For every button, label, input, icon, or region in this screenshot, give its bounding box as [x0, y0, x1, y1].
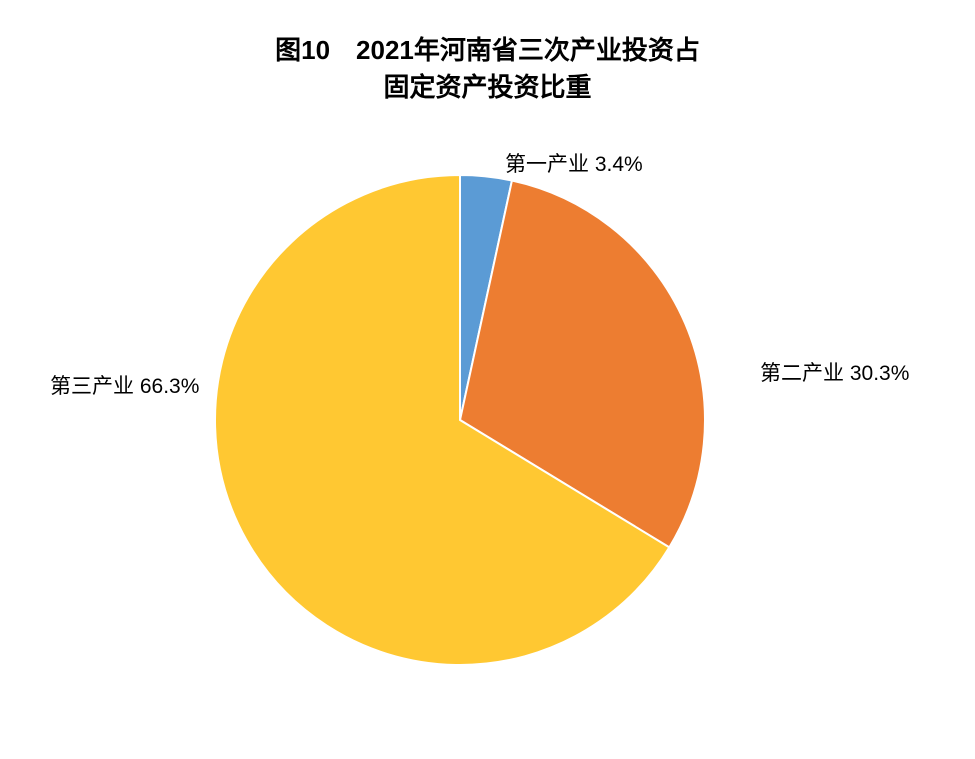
chart-title-line1: 图10 2021年河南省三次产业投资占 — [275, 30, 700, 67]
slice-label-secondary-industry: 第二产业 30.3% — [760, 357, 909, 387]
pie-chart-svg — [215, 175, 705, 665]
slice-label-primary-industry: 第一产业 3.4% — [505, 148, 643, 178]
chart-title-line2: 固定资产投资比重 — [275, 67, 700, 104]
slice-label-tertiary-industry: 第三产业 66.3% — [50, 370, 199, 400]
chart-title: 图10 2021年河南省三次产业投资占 固定资产投资比重 — [275, 30, 700, 104]
pie-chart-container: 图10 2021年河南省三次产业投资占 固定资产投资比重 第一产业 3.4% 第… — [0, 0, 975, 759]
